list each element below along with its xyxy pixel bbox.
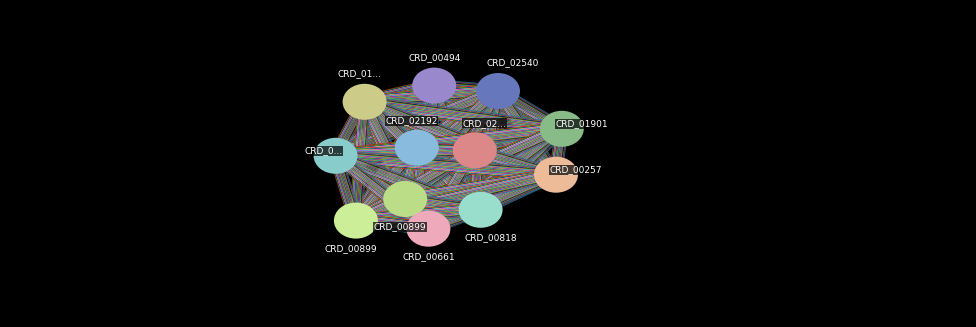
Ellipse shape	[406, 211, 450, 247]
Text: CRD_01901: CRD_01901	[555, 119, 608, 128]
Text: CRD_00257: CRD_00257	[549, 165, 602, 174]
Ellipse shape	[534, 157, 578, 193]
Text: CRD_00494: CRD_00494	[408, 53, 461, 62]
Ellipse shape	[334, 203, 378, 239]
Ellipse shape	[343, 84, 386, 120]
Text: CRD_00899: CRD_00899	[325, 244, 377, 253]
Ellipse shape	[453, 132, 497, 168]
Text: CRD_02192: CRD_02192	[386, 116, 438, 125]
Text: CRD_01...: CRD_01...	[338, 69, 382, 78]
Ellipse shape	[395, 130, 439, 166]
Ellipse shape	[313, 138, 357, 174]
Ellipse shape	[412, 68, 456, 104]
Text: CRD_0...: CRD_0...	[305, 146, 343, 155]
Ellipse shape	[384, 181, 427, 217]
Text: CRD_00818: CRD_00818	[465, 233, 517, 242]
Text: CRD_02540: CRD_02540	[487, 59, 539, 67]
Ellipse shape	[459, 192, 503, 228]
Ellipse shape	[476, 73, 520, 109]
Text: CRD_00899: CRD_00899	[374, 222, 427, 232]
Text: CRD_02...: CRD_02...	[463, 119, 507, 128]
Ellipse shape	[540, 111, 584, 147]
Text: CRD_00661: CRD_00661	[402, 252, 455, 261]
